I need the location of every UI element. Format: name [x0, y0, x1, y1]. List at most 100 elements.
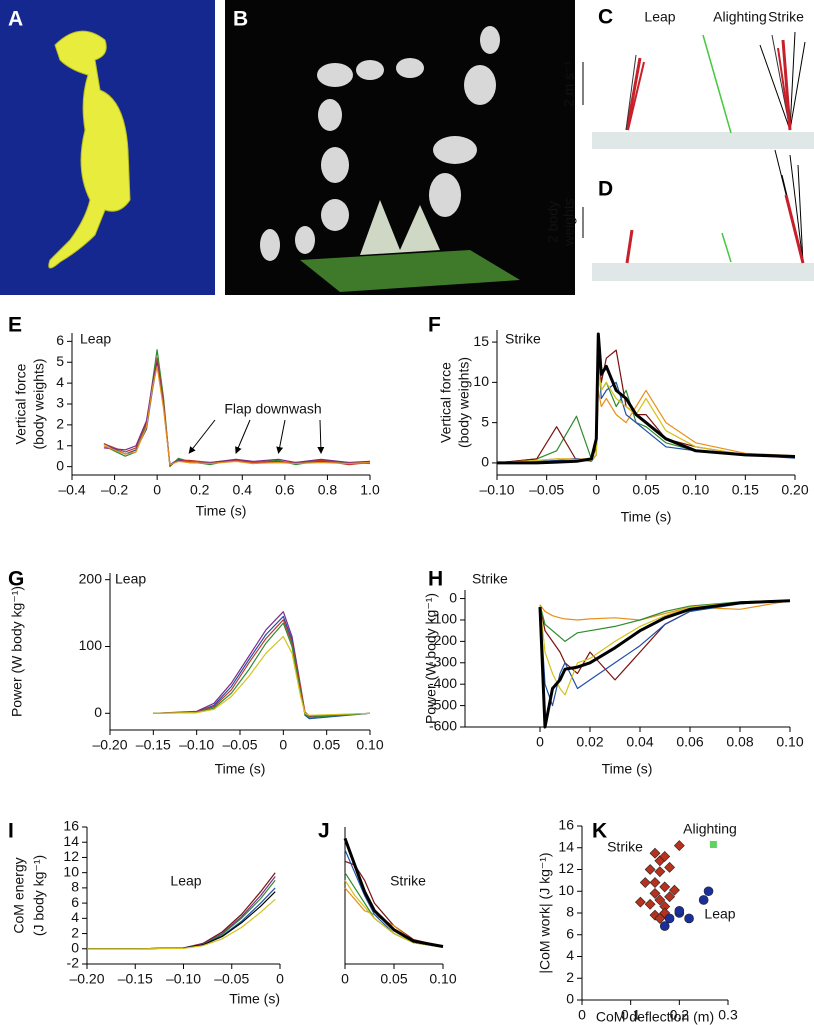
panel-title: Strike: [505, 331, 541, 347]
x-tick-label: –0.10: [179, 737, 214, 753]
series-label: Alighting: [683, 821, 737, 837]
y-tick-label: -300: [429, 653, 457, 669]
data-line: [539, 599, 791, 642]
y-tick-label: 16: [558, 817, 574, 833]
x-tick-label: –0.15: [118, 971, 153, 987]
y-axis-label: CoM energy: [11, 857, 27, 933]
point: [659, 921, 670, 931]
series-label: Leap: [704, 906, 735, 922]
x-tick-label: 0: [536, 734, 544, 750]
point: [669, 884, 680, 896]
x-tick-label: 0.10: [356, 737, 383, 753]
point: [664, 913, 675, 924]
ground: [592, 132, 814, 149]
y-tick-label: 4: [566, 947, 574, 963]
data-line: [539, 599, 791, 696]
annotation-arrow: [317, 419, 325, 454]
y-tick-label: 6: [56, 332, 64, 348]
point: [634, 896, 646, 908]
x-tick-label: –0.10: [479, 482, 514, 498]
y-tick-label: 4: [71, 909, 79, 925]
point: [649, 877, 661, 888]
panel-letter: J: [318, 820, 330, 843]
y-tick-label: -100: [429, 611, 457, 627]
strike-forces: [774, 149, 805, 264]
x-tick-label: 0.15: [732, 482, 759, 498]
annotation-arrow: [188, 419, 216, 454]
point: [659, 851, 671, 862]
x-tick-label: 0.06: [676, 734, 703, 750]
annotation: Flap downwash: [224, 401, 321, 417]
x-tick-label: 0.4: [233, 482, 253, 498]
x-tick-label: 0.02: [576, 734, 603, 750]
x-tick-label: –0.10: [166, 971, 201, 987]
y-tick-label: 4: [56, 374, 64, 390]
strike-vectors: [759, 31, 806, 131]
point: [673, 840, 685, 851]
data-line: [539, 600, 791, 707]
y-tick-label: 5: [481, 413, 489, 429]
x-tick-label: –0.05: [222, 737, 257, 753]
point: [644, 898, 656, 910]
scale-label: 2 m s⁻¹: [561, 61, 577, 108]
panel-letter: G: [8, 568, 24, 591]
x-tick-label: –0.20: [69, 971, 104, 987]
x-tick-label: 0.05: [313, 737, 340, 753]
y-tick-label: 10: [558, 882, 574, 898]
y-tick-label: 2: [71, 924, 79, 940]
data-line: [344, 849, 444, 948]
x-tick-label: 0.10: [776, 734, 803, 750]
y-tick-label: 8: [566, 904, 574, 920]
x-tick-label: –0.20: [92, 737, 127, 753]
y-tick-label: 1: [56, 436, 64, 452]
point: [664, 861, 676, 873]
x-tick-label: 1.0: [360, 482, 380, 498]
y-tick-label: 10: [63, 863, 79, 879]
panel-letter: C: [598, 6, 613, 29]
data-line: [496, 349, 796, 464]
leap-force: [625, 229, 634, 264]
panel-letter: F: [428, 314, 441, 337]
point: [674, 906, 685, 916]
data-line: [153, 635, 371, 716]
panel-letter: B: [233, 8, 248, 31]
annotation-arrow: [235, 419, 251, 454]
point: [654, 913, 666, 924]
panel-letter: E: [8, 314, 22, 337]
x-axis-label: Time (s): [196, 503, 247, 519]
data-line: [344, 887, 444, 948]
y-tick-label: 16: [63, 818, 79, 834]
y-tick-label: -400: [429, 675, 457, 691]
data-line: [153, 619, 371, 717]
y-axis-label: Vertical force: [438, 362, 454, 443]
panel-title: Strike: [472, 571, 508, 587]
owl-figures: [260, 26, 500, 261]
y-tick-label: -500: [429, 696, 457, 712]
point: [649, 888, 661, 899]
y-tick-label: 0: [94, 704, 102, 720]
y-tick-label: 14: [558, 838, 574, 854]
y-axis-label: Power (W body kg⁻¹): [423, 593, 439, 724]
y-tick-label: 5: [56, 353, 64, 369]
y-tick-label: 0: [71, 939, 79, 955]
x-tick-label: 0: [578, 1007, 586, 1023]
panel-letter: K: [592, 820, 607, 843]
y-axis-label: (J body kg⁻¹): [31, 855, 47, 936]
x-tick-label: 0.08: [726, 734, 753, 750]
data-line: [496, 341, 796, 464]
point: [698, 895, 709, 905]
data-line: [153, 611, 371, 718]
point: [664, 891, 676, 903]
point: [703, 886, 714, 897]
grass: [300, 250, 520, 292]
y-axis-label: Power (W body kg⁻¹): [9, 586, 25, 717]
x-tick-label: 0.05: [380, 971, 407, 987]
series-label: Strike: [607, 839, 643, 855]
point: [684, 913, 694, 924]
panel-letter: H: [428, 568, 443, 591]
y-tick-label: 14: [63, 833, 79, 849]
point: [649, 847, 661, 859]
x-tick-label: 0.10: [682, 482, 709, 498]
